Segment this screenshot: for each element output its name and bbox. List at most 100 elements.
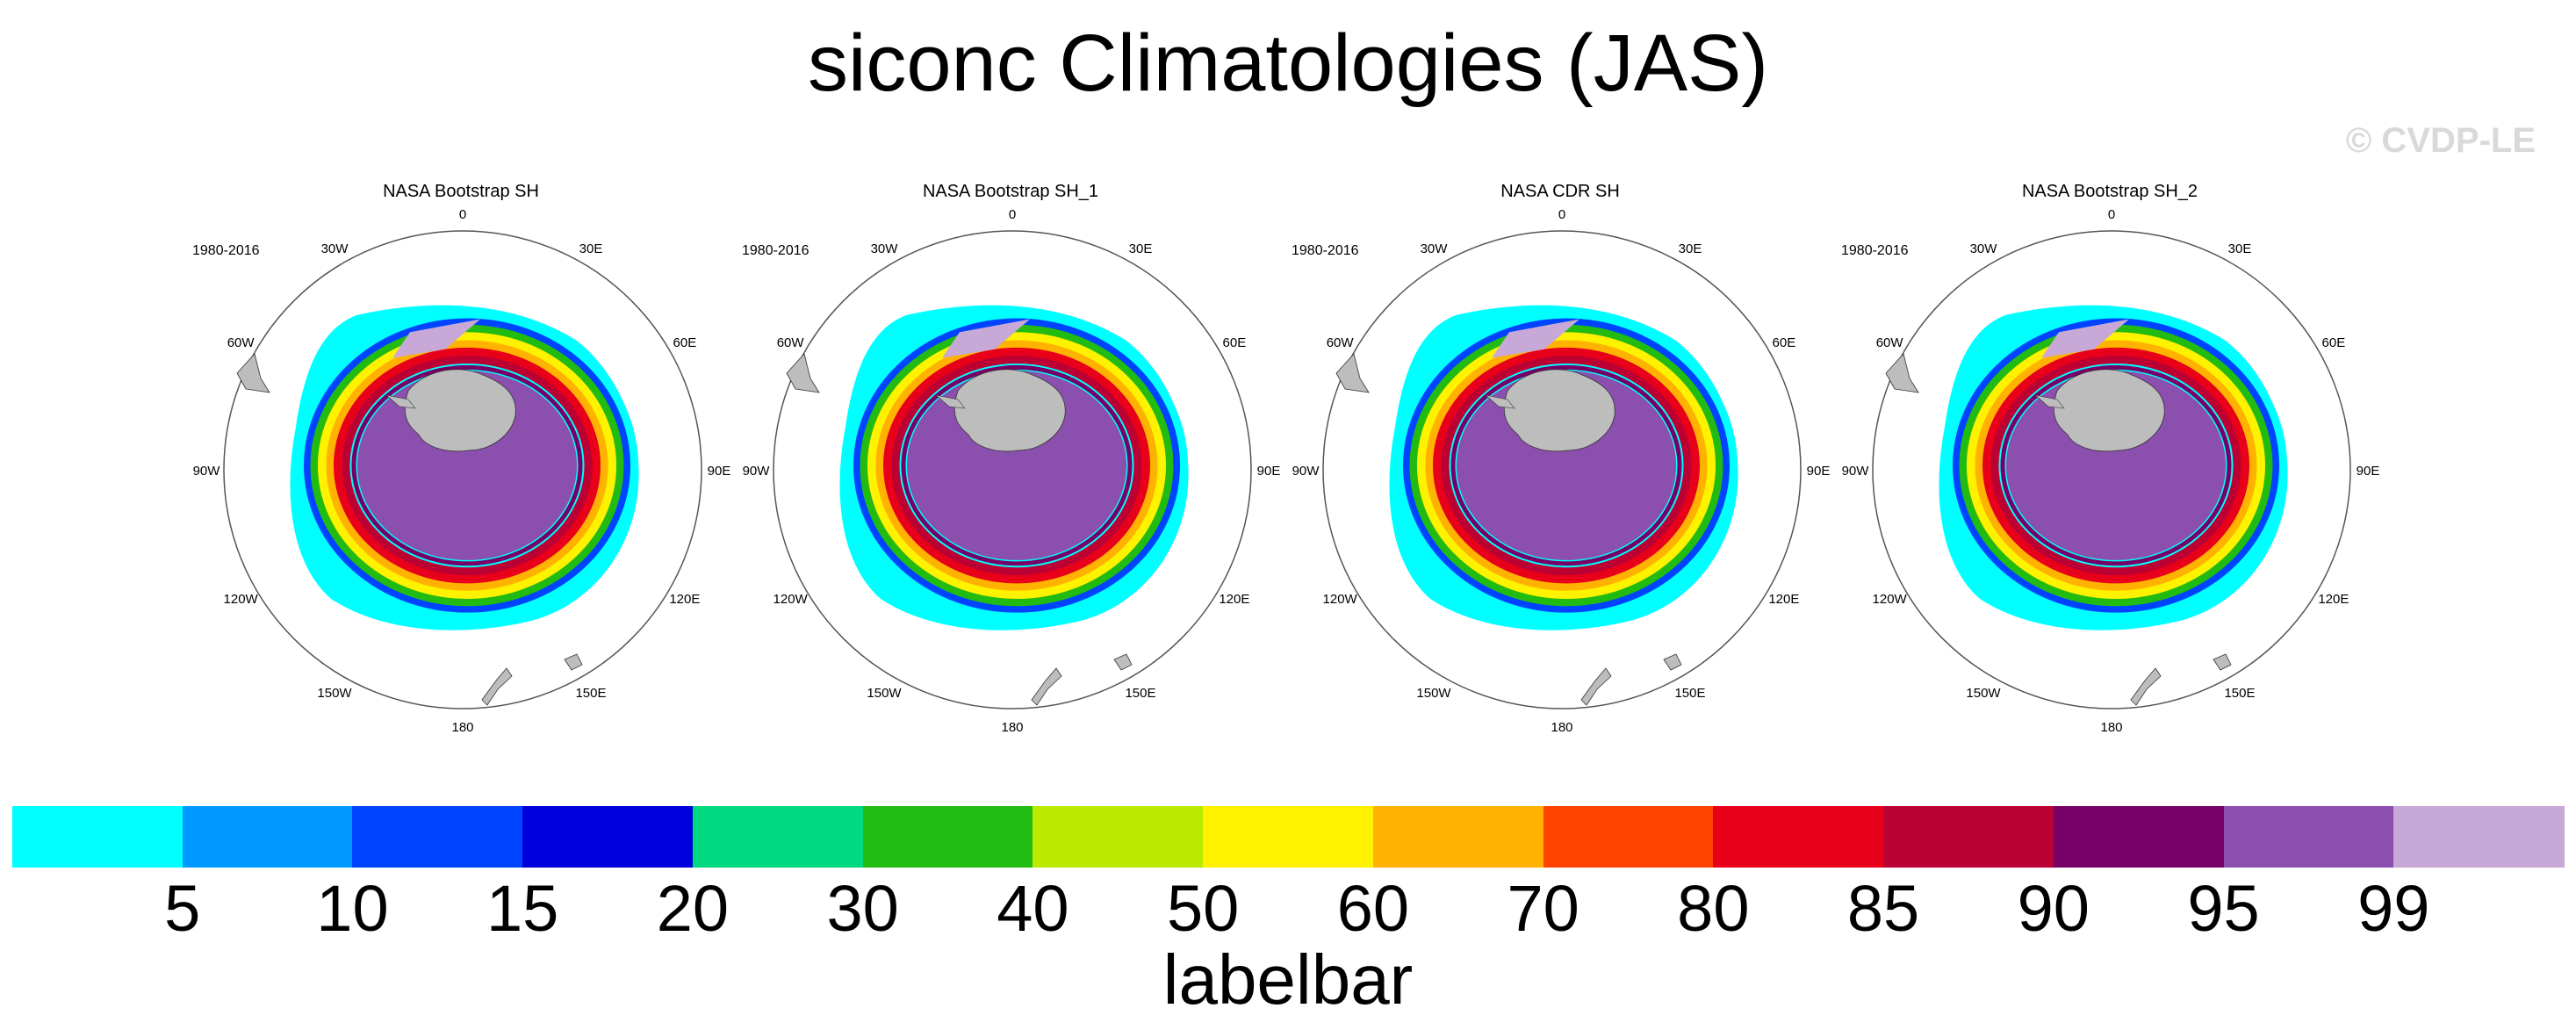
colorbar-swatch: [1033, 806, 1205, 868]
ice-core-highest: [392, 319, 480, 358]
colorbar-swatch: [2223, 806, 2395, 868]
longitude-label: 30E: [579, 241, 603, 256]
longitude-label: 90E: [708, 464, 731, 479]
antarctic-peninsula: [1484, 394, 1515, 409]
longitude-label: 120E: [1219, 592, 1249, 607]
ice-concentration-band: [1945, 310, 2287, 621]
longitude-label: 90W: [1292, 464, 1320, 479]
colorbar: [12, 806, 2565, 868]
ice-concentration-band: [1395, 310, 1738, 621]
ice-core-highest: [1492, 319, 1579, 358]
ice-concentration-band: [1975, 340, 2257, 591]
colorbar-tick-label: 30: [826, 872, 899, 945]
longitude-label: 60W: [227, 335, 255, 350]
sea-ice-field: [290, 305, 639, 630]
longitude-label: 180: [451, 720, 473, 735]
new-zealand-land: [1580, 667, 1612, 706]
colorbar-swatch: [692, 806, 864, 868]
map-panel: NASA Bootstrap SH_2 1980-2016 0 30E 60E 90E 12…: [1838, 171, 2382, 742]
tasmania-land: [1663, 653, 1682, 671]
colorbar-label: labelbar: [1162, 940, 1414, 1019]
antarctic-peninsula: [385, 394, 416, 409]
longitude-label: 90W: [193, 464, 221, 479]
longitude-label: 120W: [224, 592, 259, 607]
longitude-label: 150W: [867, 686, 902, 701]
ice-concentration-band: [351, 364, 583, 566]
panel-period: 1980-2016: [1841, 243, 1909, 258]
colorbar-tick-label: 40: [997, 872, 1069, 945]
map-panel: NASA Bootstrap SH_1 1980-2016 0 30E 60E 90E 12…: [738, 171, 1283, 742]
colorbar-tick-label: 95: [2187, 872, 2260, 945]
sea-ice-field: [1939, 305, 2288, 630]
longitude-label: 90W: [743, 464, 771, 479]
colorbar-tick-label: 5: [164, 872, 201, 945]
longitude-label: 30W: [1421, 241, 1449, 256]
ice-concentration-band: [1450, 364, 1682, 566]
antarctic-peninsula: [934, 394, 966, 409]
ice-core-highest: [942, 319, 1030, 358]
ice-concentration-band: [342, 356, 593, 576]
polar-map: 0 30E 60E 90E 120E 150E 180 150W 120W 90W 60W 30W: [1292, 207, 1831, 735]
map-panel: NASA Bootstrap SH 1980-2016 0 30E 60E 90E 120E…: [189, 171, 733, 742]
watermark: © CVDP-LE: [2345, 121, 2536, 160]
longitude-label: 150E: [575, 686, 606, 701]
new-zealand-land: [1031, 667, 1062, 706]
longitude-label: 150W: [317, 686, 352, 701]
polar-map: 0 30E 60E 90E 120E 150E 180 150W 120W 90W 60W 30W: [1842, 207, 2380, 735]
longitude-label: 120E: [669, 592, 700, 607]
antarctica-land: [953, 369, 1066, 452]
longitude-label: 30W: [871, 241, 899, 256]
panel-period: 1980-2016: [192, 243, 260, 258]
colorbar-tick-label: 50: [1166, 872, 1240, 945]
colorbar-tick-label: 10: [316, 872, 389, 945]
ice-concentration-band: [1967, 332, 2265, 600]
longitude-label: 180: [1001, 720, 1023, 735]
antarctica-land: [1503, 369, 1615, 452]
colorbar-swatch: [1543, 806, 1715, 868]
panel-title: NASA CDR SH: [1500, 182, 1620, 201]
ice-concentration-band: [883, 347, 1150, 584]
longitude-label: 30W: [321, 241, 349, 256]
longitude-label: 0: [1009, 207, 1016, 222]
longitude-label: 120E: [1768, 592, 1799, 607]
south-america-land: [1885, 353, 1919, 393]
tasmania-land: [1113, 653, 1133, 671]
colorbar-swatch: [1883, 806, 2054, 868]
colorbar-tick-label: 90: [2017, 872, 2090, 945]
south-america-land: [786, 353, 820, 393]
longitude-label: 90E: [1807, 464, 1831, 479]
longitude-label: 90W: [1842, 464, 1870, 479]
longitude-label: 150E: [2224, 686, 2255, 701]
colorbar-tick-label: 15: [486, 872, 559, 945]
tasmania-land: [2213, 653, 2232, 671]
ice-concentration-band: [867, 332, 1166, 600]
panel-title: NASA Bootstrap SH_1: [922, 182, 1099, 201]
ice-concentration-band: [891, 356, 1142, 576]
sea-ice-field: [1389, 305, 1738, 630]
map-panel: NASA CDR SH 1980-2016 0 30E 60E 90E 120E 150E 18…: [1288, 171, 1832, 742]
sea-ice-field: [839, 305, 1189, 630]
longitude-label: 30W: [1970, 241, 1998, 256]
longitude-label: 60E: [1773, 335, 1796, 350]
longitude-label: 60W: [1876, 335, 1904, 350]
ice-concentration-band: [1990, 356, 2241, 576]
longitude-label: 180: [1551, 720, 1572, 735]
ice-concentration-band: [318, 332, 616, 600]
longitude-label: 120W: [1873, 592, 1908, 607]
colorbar-tick-label: 20: [656, 872, 730, 945]
panel-title: NASA Bootstrap SH_2: [2021, 182, 2198, 201]
longitude-label: 60E: [1223, 335, 1247, 350]
longitude-label: 0: [1558, 207, 1565, 222]
longitude-label: 30E: [2228, 241, 2252, 256]
polar-map: 0 30E 60E 90E 120E 150E 180 150W 120W 90W 60W 30W: [193, 207, 731, 735]
colorbar-swatch: [1713, 806, 1885, 868]
ice-concentration-band: [901, 364, 1133, 566]
ice-concentration-band: [1433, 347, 1700, 584]
longitude-label: 0: [2108, 207, 2115, 222]
colorbar-tick-label: 70: [1507, 872, 1579, 945]
tasmania-land: [564, 653, 583, 671]
ice-concentration-band: [1982, 347, 2249, 584]
ice-concentration-band: [334, 347, 601, 584]
longitude-label: 150W: [1416, 686, 1451, 701]
ice-concentration-band: [845, 310, 1188, 621]
